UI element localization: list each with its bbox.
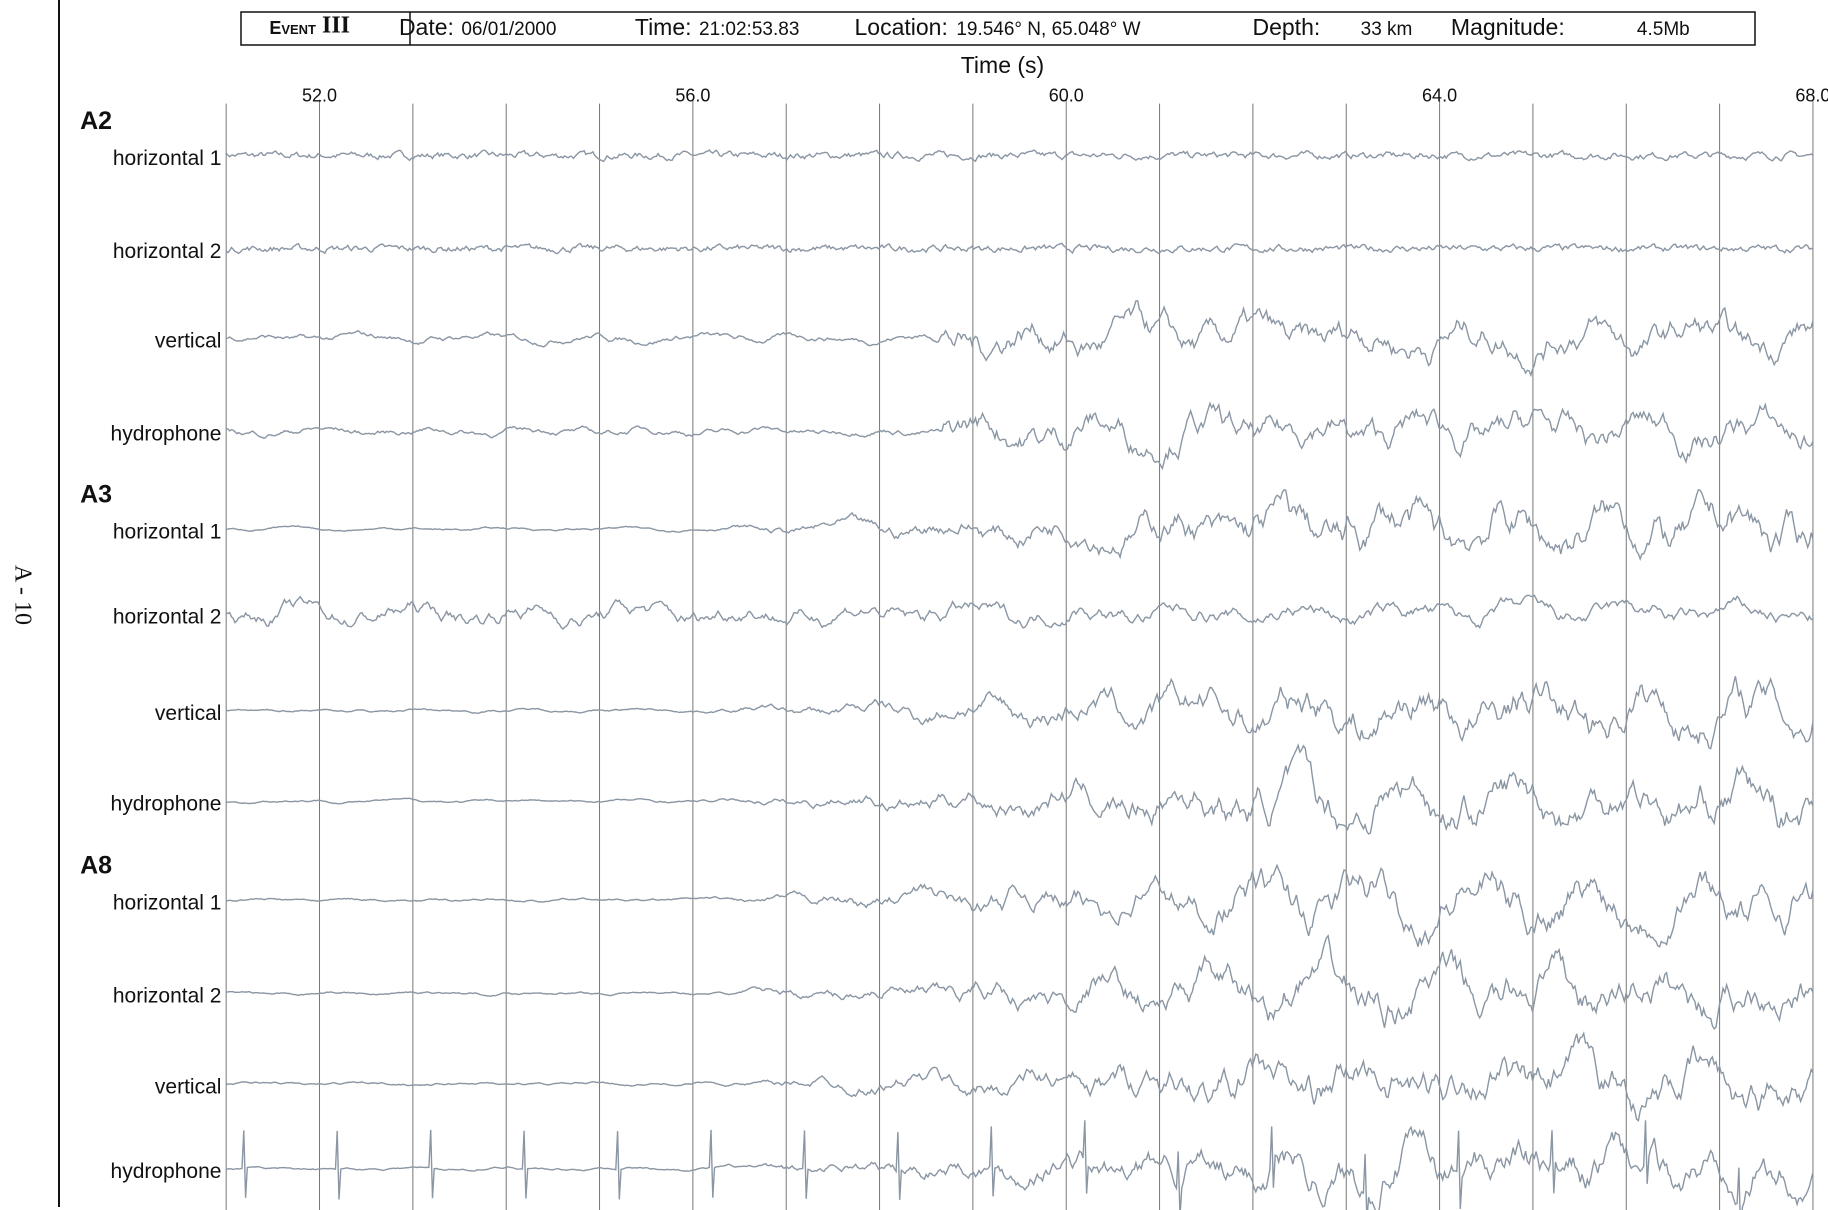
event-number: III [322, 13, 350, 39]
channel-label: horizontal 1 [113, 147, 222, 170]
waveform [225, 594, 1813, 630]
channel-label: horizontal 1 [113, 520, 222, 543]
panel-label: A8 [80, 852, 112, 880]
channel-label: horizontal 2 [113, 240, 222, 263]
channel-label: horizontal 2 [113, 985, 222, 1008]
x-axis-title: Time (s) [961, 52, 1044, 78]
x-tick-label: 60.0 [1049, 85, 1084, 105]
header-value: 4.5Mb [1637, 19, 1690, 40]
header-value: 21:02:53.83 [699, 19, 799, 40]
header-label: Magnitude: [1451, 14, 1565, 40]
channel-label: hydrophone [111, 423, 222, 446]
header-box [240, 11, 1756, 46]
x-tick-label: 64.0 [1422, 85, 1457, 105]
waveform [225, 149, 1814, 163]
channel-label: horizontal 2 [113, 605, 222, 628]
channel-label: vertical [155, 702, 222, 725]
waveform [225, 242, 1814, 255]
waveform [226, 934, 1814, 1031]
channel-label: hydrophone [111, 793, 222, 816]
page-label: A - 10 [9, 565, 35, 625]
waveform [226, 488, 1814, 562]
x-tick-label: 52.0 [302, 85, 337, 105]
panel-label: A2 [80, 107, 112, 135]
waveform [226, 300, 1814, 378]
header-value: 33 km [1361, 19, 1413, 40]
header-label: Date: [399, 14, 454, 40]
channel-label: horizontal 1 [113, 892, 222, 915]
channel-label: hydrophone [111, 1160, 222, 1183]
x-tick-label: 56.0 [675, 85, 710, 105]
x-tick-label: 68.0 [1795, 85, 1828, 105]
header-label: Depth: [1252, 14, 1320, 40]
panel-label: A3 [80, 481, 112, 509]
event-word: Event [269, 18, 316, 38]
waveform [226, 863, 1814, 948]
header-value: 06/01/2000 [461, 19, 556, 40]
channel-label: vertical [155, 1075, 222, 1098]
waveform [225, 676, 1814, 750]
header-value: 19.546° N, 65.048° W [956, 19, 1140, 40]
channel-label: vertical [155, 330, 222, 353]
waveform [226, 1120, 1814, 1210]
waveform [226, 743, 1814, 835]
waveform [226, 1031, 1814, 1122]
waveform [226, 401, 1814, 471]
header-label: Time: [635, 14, 692, 40]
header-label: Location: [854, 14, 947, 40]
